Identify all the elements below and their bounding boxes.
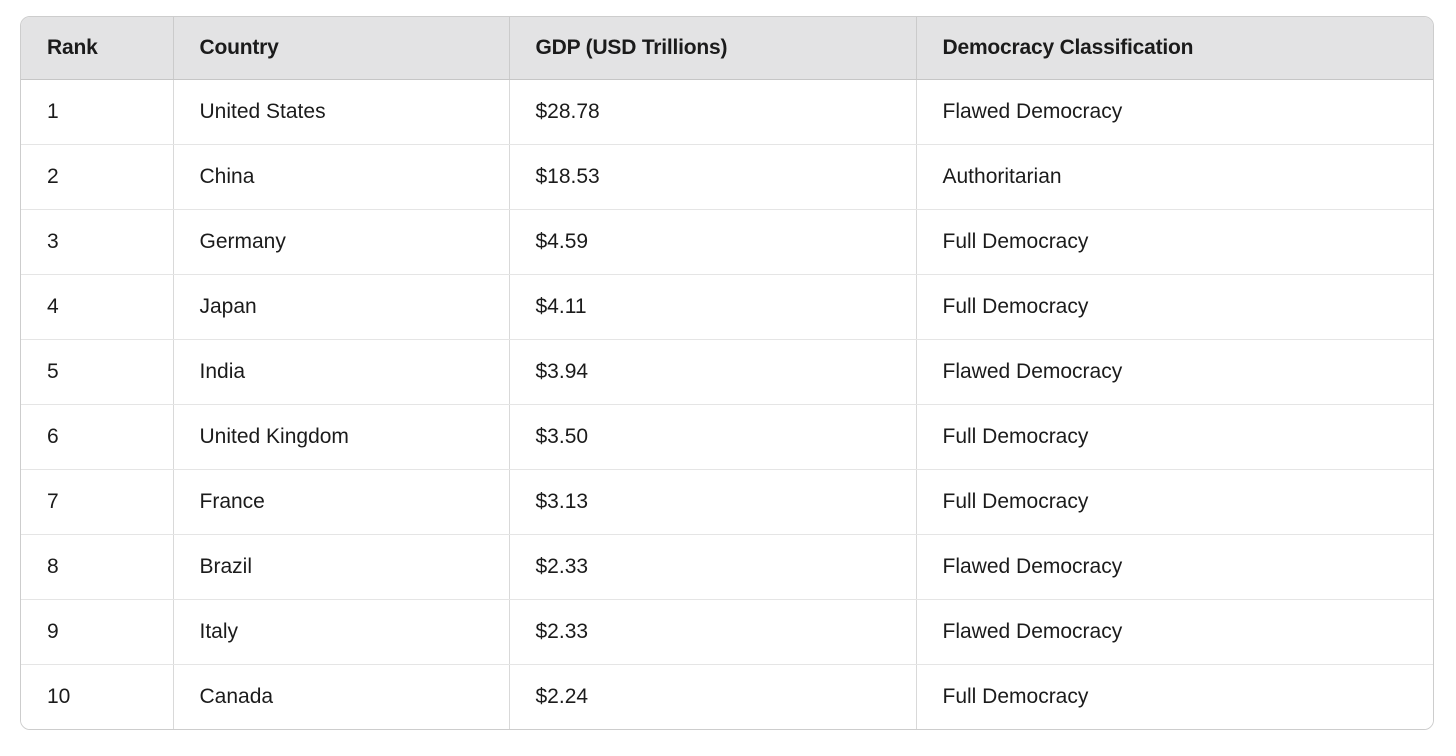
democracy-cell: Flawed Democracy xyxy=(916,339,1433,405)
gdp-cell: $28.78 xyxy=(509,79,917,145)
gdp-cell: $3.94 xyxy=(509,339,917,405)
democracy-cell: Full Democracy xyxy=(916,469,1433,535)
rank-cell: 1 xyxy=(21,79,174,145)
gdp-cell: $4.11 xyxy=(509,274,917,340)
democracy-cell: Flawed Democracy xyxy=(916,599,1433,665)
country-cell: Japan xyxy=(173,274,510,340)
gdp-cell: $3.50 xyxy=(509,404,917,470)
table-row: 9 Italy $2.33 Flawed Democracy xyxy=(21,599,1433,665)
rank-cell: 10 xyxy=(21,664,174,729)
country-cell: United Kingdom xyxy=(173,404,510,470)
rank-cell: 4 xyxy=(21,274,174,340)
rank-cell: 6 xyxy=(21,404,174,470)
rank-cell: 9 xyxy=(21,599,174,665)
table-row: 6 United Kingdom $3.50 Full Democracy xyxy=(21,404,1433,470)
table-row: 8 Brazil $2.33 Flawed Democracy xyxy=(21,534,1433,600)
democracy-cell: Full Democracy xyxy=(916,664,1433,729)
country-cell: China xyxy=(173,144,510,210)
rank-cell: 3 xyxy=(21,209,174,275)
country-cell: Italy xyxy=(173,599,510,665)
gdp-cell: $2.24 xyxy=(509,664,917,729)
gdp-cell: $3.13 xyxy=(509,469,917,535)
table-header: Rank Country GDP (USD Trillions) Democra… xyxy=(21,17,1433,80)
country-cell: Canada xyxy=(173,664,510,729)
country-cell: Germany xyxy=(173,209,510,275)
gdp-cell: $2.33 xyxy=(509,599,917,665)
country-cell: France xyxy=(173,469,510,535)
table-row: 2 China $18.53 Authoritarian xyxy=(21,144,1433,210)
table-row: 7 France $3.13 Full Democracy xyxy=(21,469,1433,535)
table-body: 1 United States $28.78 Flawed Democracy … xyxy=(21,79,1433,729)
column-header-gdp: GDP (USD Trillions) xyxy=(509,17,917,80)
table-row: 4 Japan $4.11 Full Democracy xyxy=(21,274,1433,340)
country-cell: India xyxy=(173,339,510,405)
column-header-rank: Rank xyxy=(21,17,174,80)
democracy-cell: Authoritarian xyxy=(916,144,1433,210)
gdp-democracy-table: Rank Country GDP (USD Trillions) Democra… xyxy=(21,17,1433,729)
column-header-country: Country xyxy=(173,17,510,80)
table-row: 5 India $3.94 Flawed Democracy xyxy=(21,339,1433,405)
table-row: 1 United States $28.78 Flawed Democracy xyxy=(21,79,1433,145)
table-row: 3 Germany $4.59 Full Democracy xyxy=(21,209,1433,275)
democracy-cell: Flawed Democracy xyxy=(916,79,1433,145)
gdp-cell: $4.59 xyxy=(509,209,917,275)
rank-cell: 7 xyxy=(21,469,174,535)
gdp-democracy-table-container: Rank Country GDP (USD Trillions) Democra… xyxy=(20,16,1434,730)
democracy-cell: Full Democracy xyxy=(916,209,1433,275)
gdp-cell: $2.33 xyxy=(509,534,917,600)
democracy-cell: Full Democracy xyxy=(916,404,1433,470)
table-row: 10 Canada $2.24 Full Democracy xyxy=(21,664,1433,729)
democracy-cell: Full Democracy xyxy=(916,274,1433,340)
rank-cell: 2 xyxy=(21,144,174,210)
column-header-democracy: Democracy Classification xyxy=(916,17,1433,80)
country-cell: Brazil xyxy=(173,534,510,600)
header-row: Rank Country GDP (USD Trillions) Democra… xyxy=(21,17,1433,80)
democracy-cell: Flawed Democracy xyxy=(916,534,1433,600)
gdp-cell: $18.53 xyxy=(509,144,917,210)
country-cell: United States xyxy=(173,79,510,145)
rank-cell: 8 xyxy=(21,534,174,600)
rank-cell: 5 xyxy=(21,339,174,405)
